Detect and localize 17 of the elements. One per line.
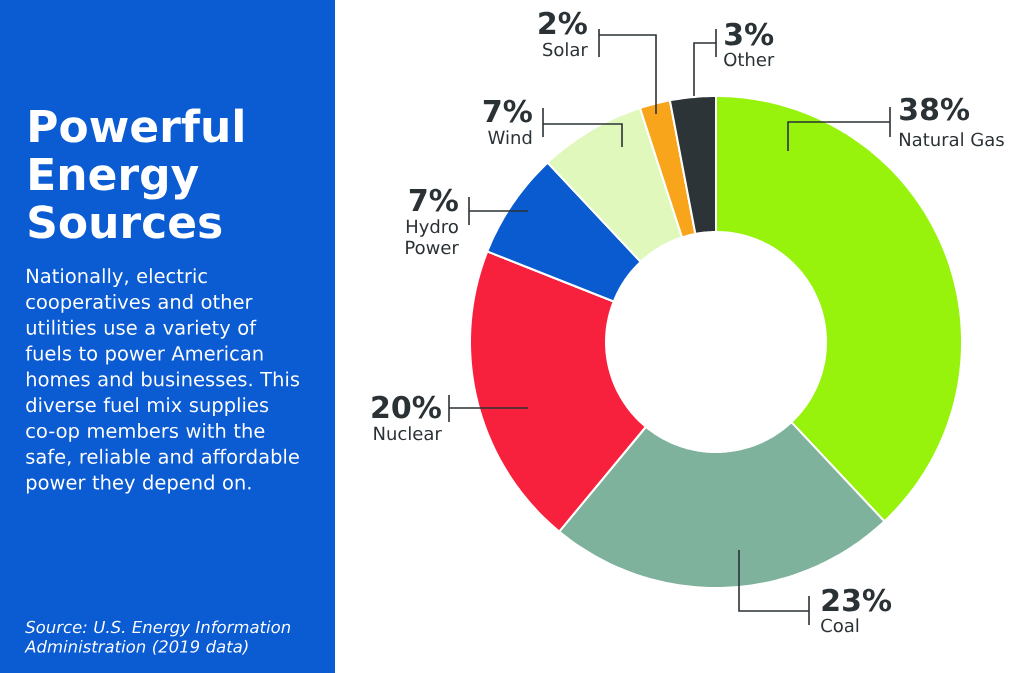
slice-label: Hydro Power bbox=[406, 219, 459, 255]
slice-label: Natural Gas bbox=[899, 132, 1004, 147]
slice-label: Coal bbox=[821, 618, 859, 633]
data-label: 7% bbox=[483, 99, 532, 123]
source-note: Source: U.S. Energy Information Administration (2019 data) bbox=[24, 620, 291, 655]
text: Nationally, electric cooperatives and other utilities use a variety of fuels to power American homes and businesses. This diverse fuel mix supplies co-op members with the safe, reliable and affordable power they depend on. bbox=[25, 268, 300, 494]
data-label: 7% bbox=[409, 188, 458, 212]
slice-label: Wind bbox=[488, 130, 532, 145]
data-label: 38% bbox=[900, 97, 970, 121]
text: Powerful Energy Sources bbox=[29, 108, 243, 239]
data-label: 2% bbox=[539, 11, 587, 35]
data-label: 3% bbox=[725, 22, 774, 46]
data-label: 20% bbox=[372, 395, 441, 419]
data-label: 23% bbox=[822, 588, 892, 612]
slice-label: Nuclear bbox=[374, 426, 442, 441]
slice-label: Solar bbox=[543, 42, 588, 57]
slice-label: Other bbox=[724, 52, 775, 67]
